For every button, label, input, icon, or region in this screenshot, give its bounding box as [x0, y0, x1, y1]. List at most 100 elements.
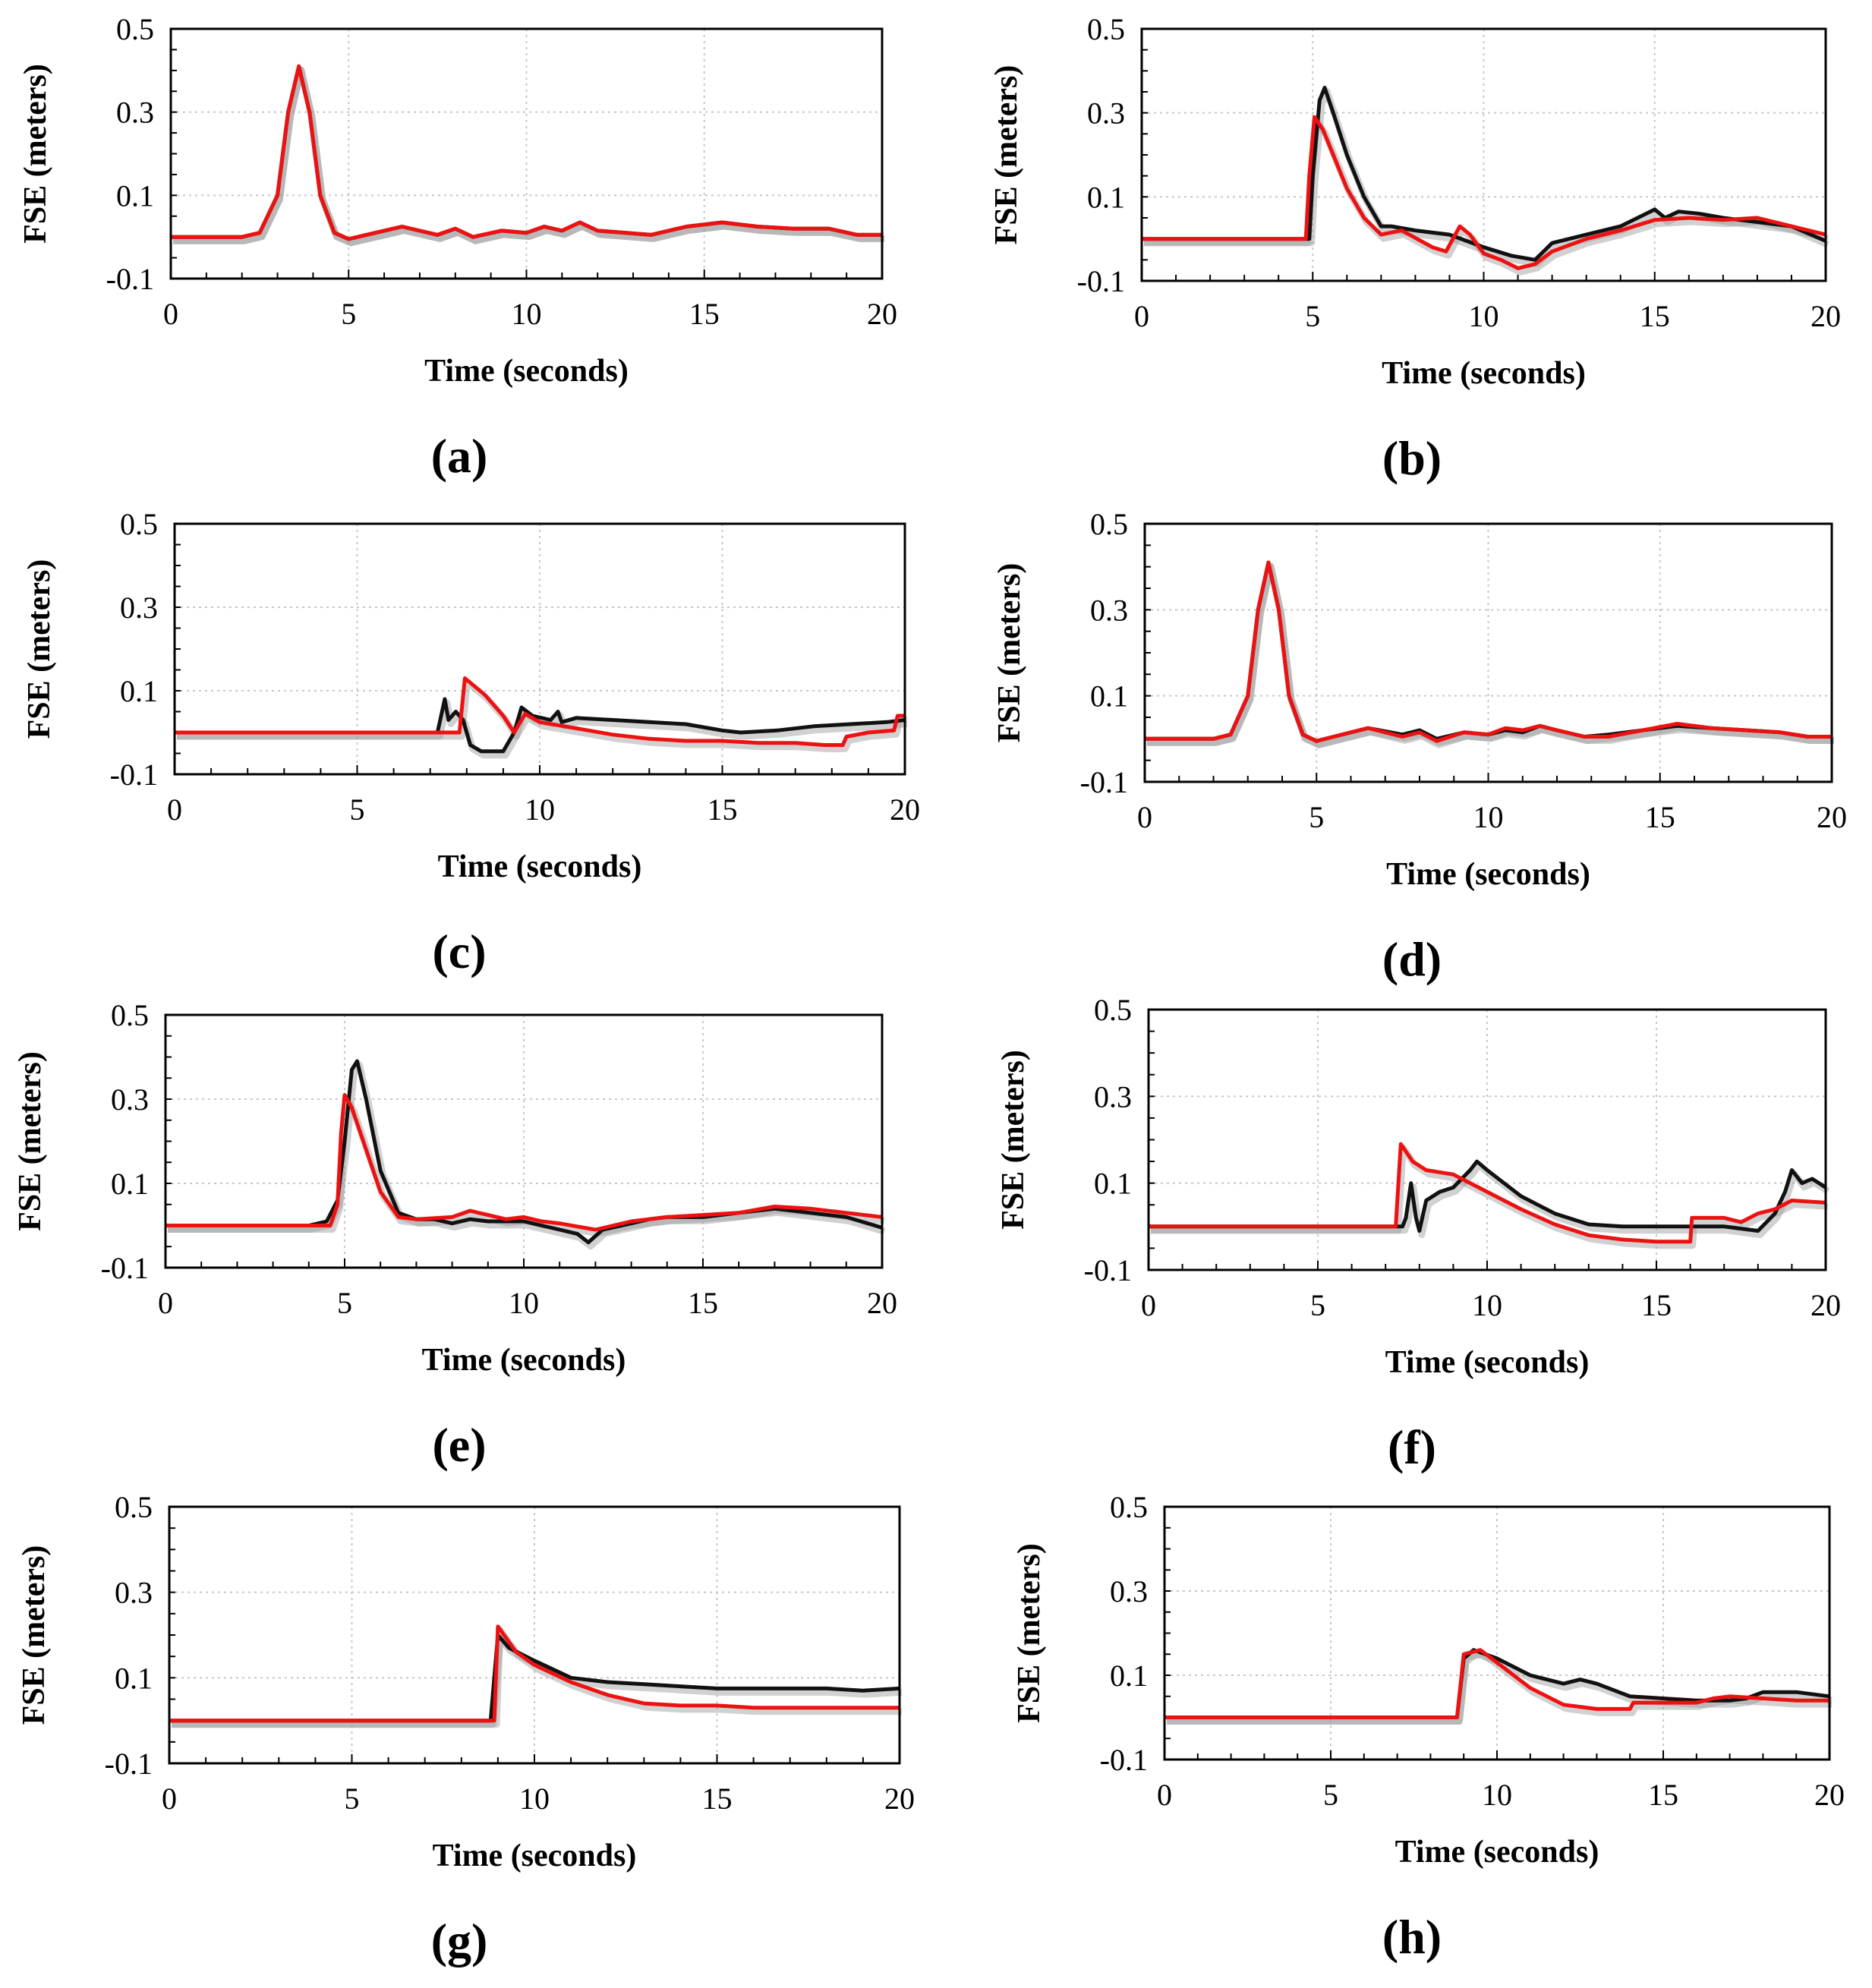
x-tick-label: 15 [1645, 800, 1675, 834]
x-tick-label: 20 [1811, 299, 1841, 333]
y-tick-label: 0.5 [111, 998, 149, 1032]
panel-label: (c) [432, 925, 486, 978]
y-axis-title: FSE (meters) [989, 65, 1024, 245]
y-tick-label: 0.3 [1090, 593, 1128, 627]
plot-frame [1143, 522, 1833, 783]
x-tick-label: 10 [1482, 1778, 1512, 1812]
x-tick-label: 0 [1137, 800, 1152, 834]
x-tick-label: 20 [867, 1286, 897, 1320]
x-axis-title: Time (seconds) [1382, 356, 1586, 391]
simulated-series-line [169, 1624, 900, 1723]
x-tick-label: 5 [350, 792, 365, 827]
y-tick-label: -0.1 [1100, 1743, 1148, 1777]
x-tick-label: 10 [525, 792, 555, 827]
chart-panel-a: 0 5 10 15 20 -0.1 0.1 0.3 0.5 Time (seconds) FSE (… [18, 12, 897, 483]
simulated-series-line [171, 64, 882, 241]
y-axis-title: FSE (meters) [992, 563, 1027, 743]
y-axis-title: FSE (meters) [13, 1051, 48, 1231]
y-axis-title: FSE (meters) [18, 64, 53, 244]
x-tick-label: 20 [1814, 1778, 1845, 1812]
y-tick-label: 0.3 [120, 591, 158, 625]
x-tick-label: 20 [890, 792, 920, 827]
x-tick-label: 5 [345, 1782, 360, 1816]
simulated-series-line [165, 1093, 883, 1232]
chart-panel-f: 0 5 10 15 20 -0.1 0.1 0.3 0.5 Time (seconds) FSE (… [996, 993, 1841, 1474]
x-tick-label: 0 [163, 297, 178, 331]
plot-frame [164, 1013, 884, 1269]
y-tick-label: 0.3 [1110, 1574, 1148, 1608]
y-tick-label: 0.3 [111, 1082, 149, 1117]
observed-series-shadow [173, 66, 884, 247]
chart-panel-h: 0 5 10 15 20 -0.1 0.1 0.3 0.5 Time (seconds) FSE (… [1012, 1490, 1845, 1964]
observed-series-line [175, 697, 906, 754]
x-tick-label: 0 [1141, 1288, 1156, 1322]
x-tick-label: 15 [1648, 1778, 1678, 1812]
x-tick-label: 10 [1469, 299, 1499, 333]
y-tick-label: 0.1 [1087, 180, 1125, 214]
simulated-series-shadow [173, 66, 884, 247]
simulated-series-shadow [172, 1627, 902, 1728]
x-tick-label: 15 [702, 1782, 733, 1816]
x-tick-label: 15 [1640, 299, 1670, 333]
plot-frame [1140, 27, 1827, 282]
x-tick-label: 5 [1310, 1288, 1325, 1322]
y-tick-label: 0.1 [116, 178, 154, 213]
observed-series-line [169, 1633, 900, 1723]
simulated-series-shadow [177, 679, 907, 752]
x-tick-label: 10 [1472, 1288, 1502, 1322]
x-tick-label: 5 [1323, 1778, 1338, 1812]
x-tick-label: 20 [1817, 800, 1847, 834]
observed-series-line [1149, 1159, 1827, 1233]
x-tick-label: 15 [708, 792, 738, 827]
x-tick-label: 0 [167, 792, 182, 827]
plot-frame [1163, 1505, 1831, 1761]
y-tick-label: 0.5 [120, 507, 158, 541]
y-axis-title: FSE (meters) [1012, 1543, 1047, 1723]
x-tick-label: 20 [867, 297, 897, 331]
observed-series-line [1142, 86, 1826, 262]
y-tick-label: 0.1 [120, 674, 158, 708]
x-tick-label: 10 [509, 1286, 539, 1320]
chart-panel-c: 0 5 10 15 20 -0.1 0.1 0.3 0.5 Time (seconds) FSE (… [22, 507, 920, 978]
y-tick-label: 0.5 [1090, 507, 1128, 541]
chart-panel-g: 0 5 10 15 20 -0.1 0.1 0.3 0.5 Time (seconds) FSE (… [17, 1490, 915, 1968]
x-tick-label: 20 [1811, 1288, 1841, 1322]
y-tick-label: 0.3 [116, 96, 154, 130]
observed-series-shadow [168, 1061, 886, 1250]
panel-label: (d) [1382, 932, 1442, 986]
x-tick-label: 15 [688, 1286, 718, 1320]
x-tick-label: 10 [512, 297, 542, 331]
y-tick-label: -0.1 [105, 1747, 153, 1781]
x-tick-label: 0 [1157, 1778, 1172, 1812]
y-tick-label: -0.1 [1084, 1253, 1132, 1287]
y-tick-label: 0.1 [1110, 1659, 1148, 1693]
y-tick-label: -0.1 [1077, 264, 1125, 298]
x-tick-label: 5 [341, 297, 356, 331]
y-tick-label: 0.3 [1094, 1079, 1132, 1114]
y-tick-label: -0.1 [1080, 765, 1128, 799]
simulated-series-shadow [1151, 1144, 1829, 1249]
x-axis-title: Time (seconds) [433, 1838, 637, 1873]
x-tick-label: 15 [1641, 1288, 1672, 1322]
chart-panel-b: 0 5 10 15 20 -0.1 0.1 0.3 0.5 Time (seconds) FSE (… [989, 12, 1841, 485]
y-tick-label: 0.5 [1110, 1490, 1148, 1524]
x-tick-label: 0 [162, 1782, 177, 1816]
x-tick-label: 0 [1134, 299, 1149, 333]
y-tick-label: 0.1 [1090, 679, 1128, 714]
x-axis-title: Time (seconds) [1386, 857, 1590, 892]
simulated-series-line [1164, 1648, 1829, 1719]
panel-label: (e) [432, 1418, 486, 1472]
y-tick-label: 0.1 [1094, 1167, 1132, 1201]
observed-series-shadow [1147, 562, 1834, 748]
simulated-series-shadow [1147, 562, 1834, 748]
panel-label: (h) [1382, 1910, 1442, 1964]
plot-frame [168, 1505, 901, 1765]
y-axis-title: FSE (meters) [22, 559, 57, 739]
y-tick-label: 0.1 [111, 1167, 149, 1201]
y-axis-title: FSE (meters) [996, 1050, 1031, 1230]
x-tick-label: 15 [689, 297, 720, 331]
x-axis-title: Time (seconds) [424, 354, 629, 389]
y-tick-label: 0.3 [1087, 96, 1125, 131]
y-tick-label: -0.1 [110, 758, 158, 792]
